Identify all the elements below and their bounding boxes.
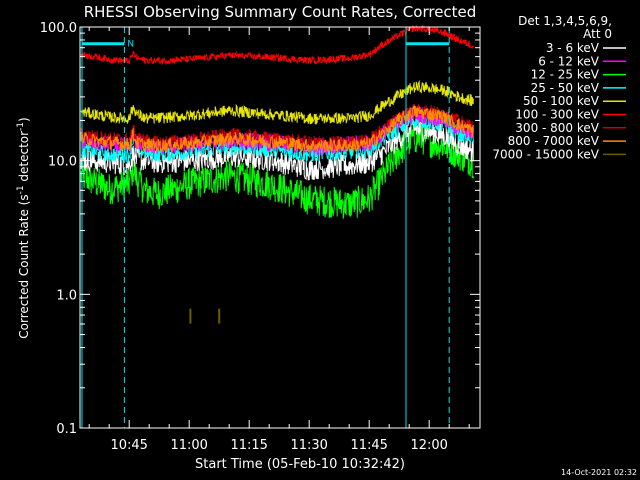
y-tick-label-4: 100.0 [40, 21, 77, 36]
plot-frame [79, 26, 481, 429]
legend-header-line-1: Det 1,3,4,5,6,9, [518, 14, 612, 28]
y-tick-label-1: 0.1 [56, 422, 77, 437]
y-axis-label: Corrected Count Rate (s-1 detector-1) [16, 117, 31, 338]
y-tick-label-3: 10.0 [48, 155, 77, 170]
data-layer [80, 24, 474, 324]
x-tick-label-6: 12:00 [410, 438, 447, 453]
series-100-300-kev-line [80, 24, 474, 66]
legend-item-1-label: 3 - 6 keV [546, 41, 600, 55]
x-tick-label-2: 11:00 [170, 438, 207, 453]
legend-item-8-label: 800 - 7000 keV [508, 134, 600, 148]
timestamp: 14-Oct-2021 02:32 [561, 468, 637, 477]
legend-item-9-label: 7000 - 15000 keV [492, 147, 599, 161]
x-axis-label: Start Time (05-Feb-10 10:32:42) [195, 457, 405, 472]
y-tick-label-2: 1.0 [56, 288, 77, 303]
legend-item-3-label: 12 - 25 keV [531, 68, 600, 82]
series-50-100-kev-line [80, 80, 474, 126]
x-tick-label-3: 11:15 [230, 438, 267, 453]
series-3-6-kev-line [80, 117, 474, 181]
x-tick-label-1: 10:45 [110, 438, 147, 453]
legend-header-line-2: Att 0 [583, 27, 612, 41]
axis-layer: N 0.1 1.0 10.0 100.0 10:45 11:00 11:15 11:30 11:4… [40, 21, 481, 453]
flag-label: N [127, 40, 134, 50]
x-tick-label-4: 11:30 [290, 438, 327, 453]
series-12-25-kev-line [80, 122, 474, 219]
legend-item-7-label: 300 - 800 keV [515, 121, 599, 135]
chart-title: RHESSI Observing Summary Count Rates, Co… [84, 3, 477, 21]
x-tick-label-5: 11:45 [350, 438, 387, 453]
legend-item-4-label: 25 - 50 keV [531, 81, 600, 95]
series-800-7000-kev-line [80, 105, 474, 154]
legend-item-2-label: 6 - 12 keV [538, 54, 600, 68]
legend-item-5-label: 50 - 100 keV [523, 94, 600, 108]
legend-item-6-label: 100 - 300 keV [515, 108, 599, 122]
